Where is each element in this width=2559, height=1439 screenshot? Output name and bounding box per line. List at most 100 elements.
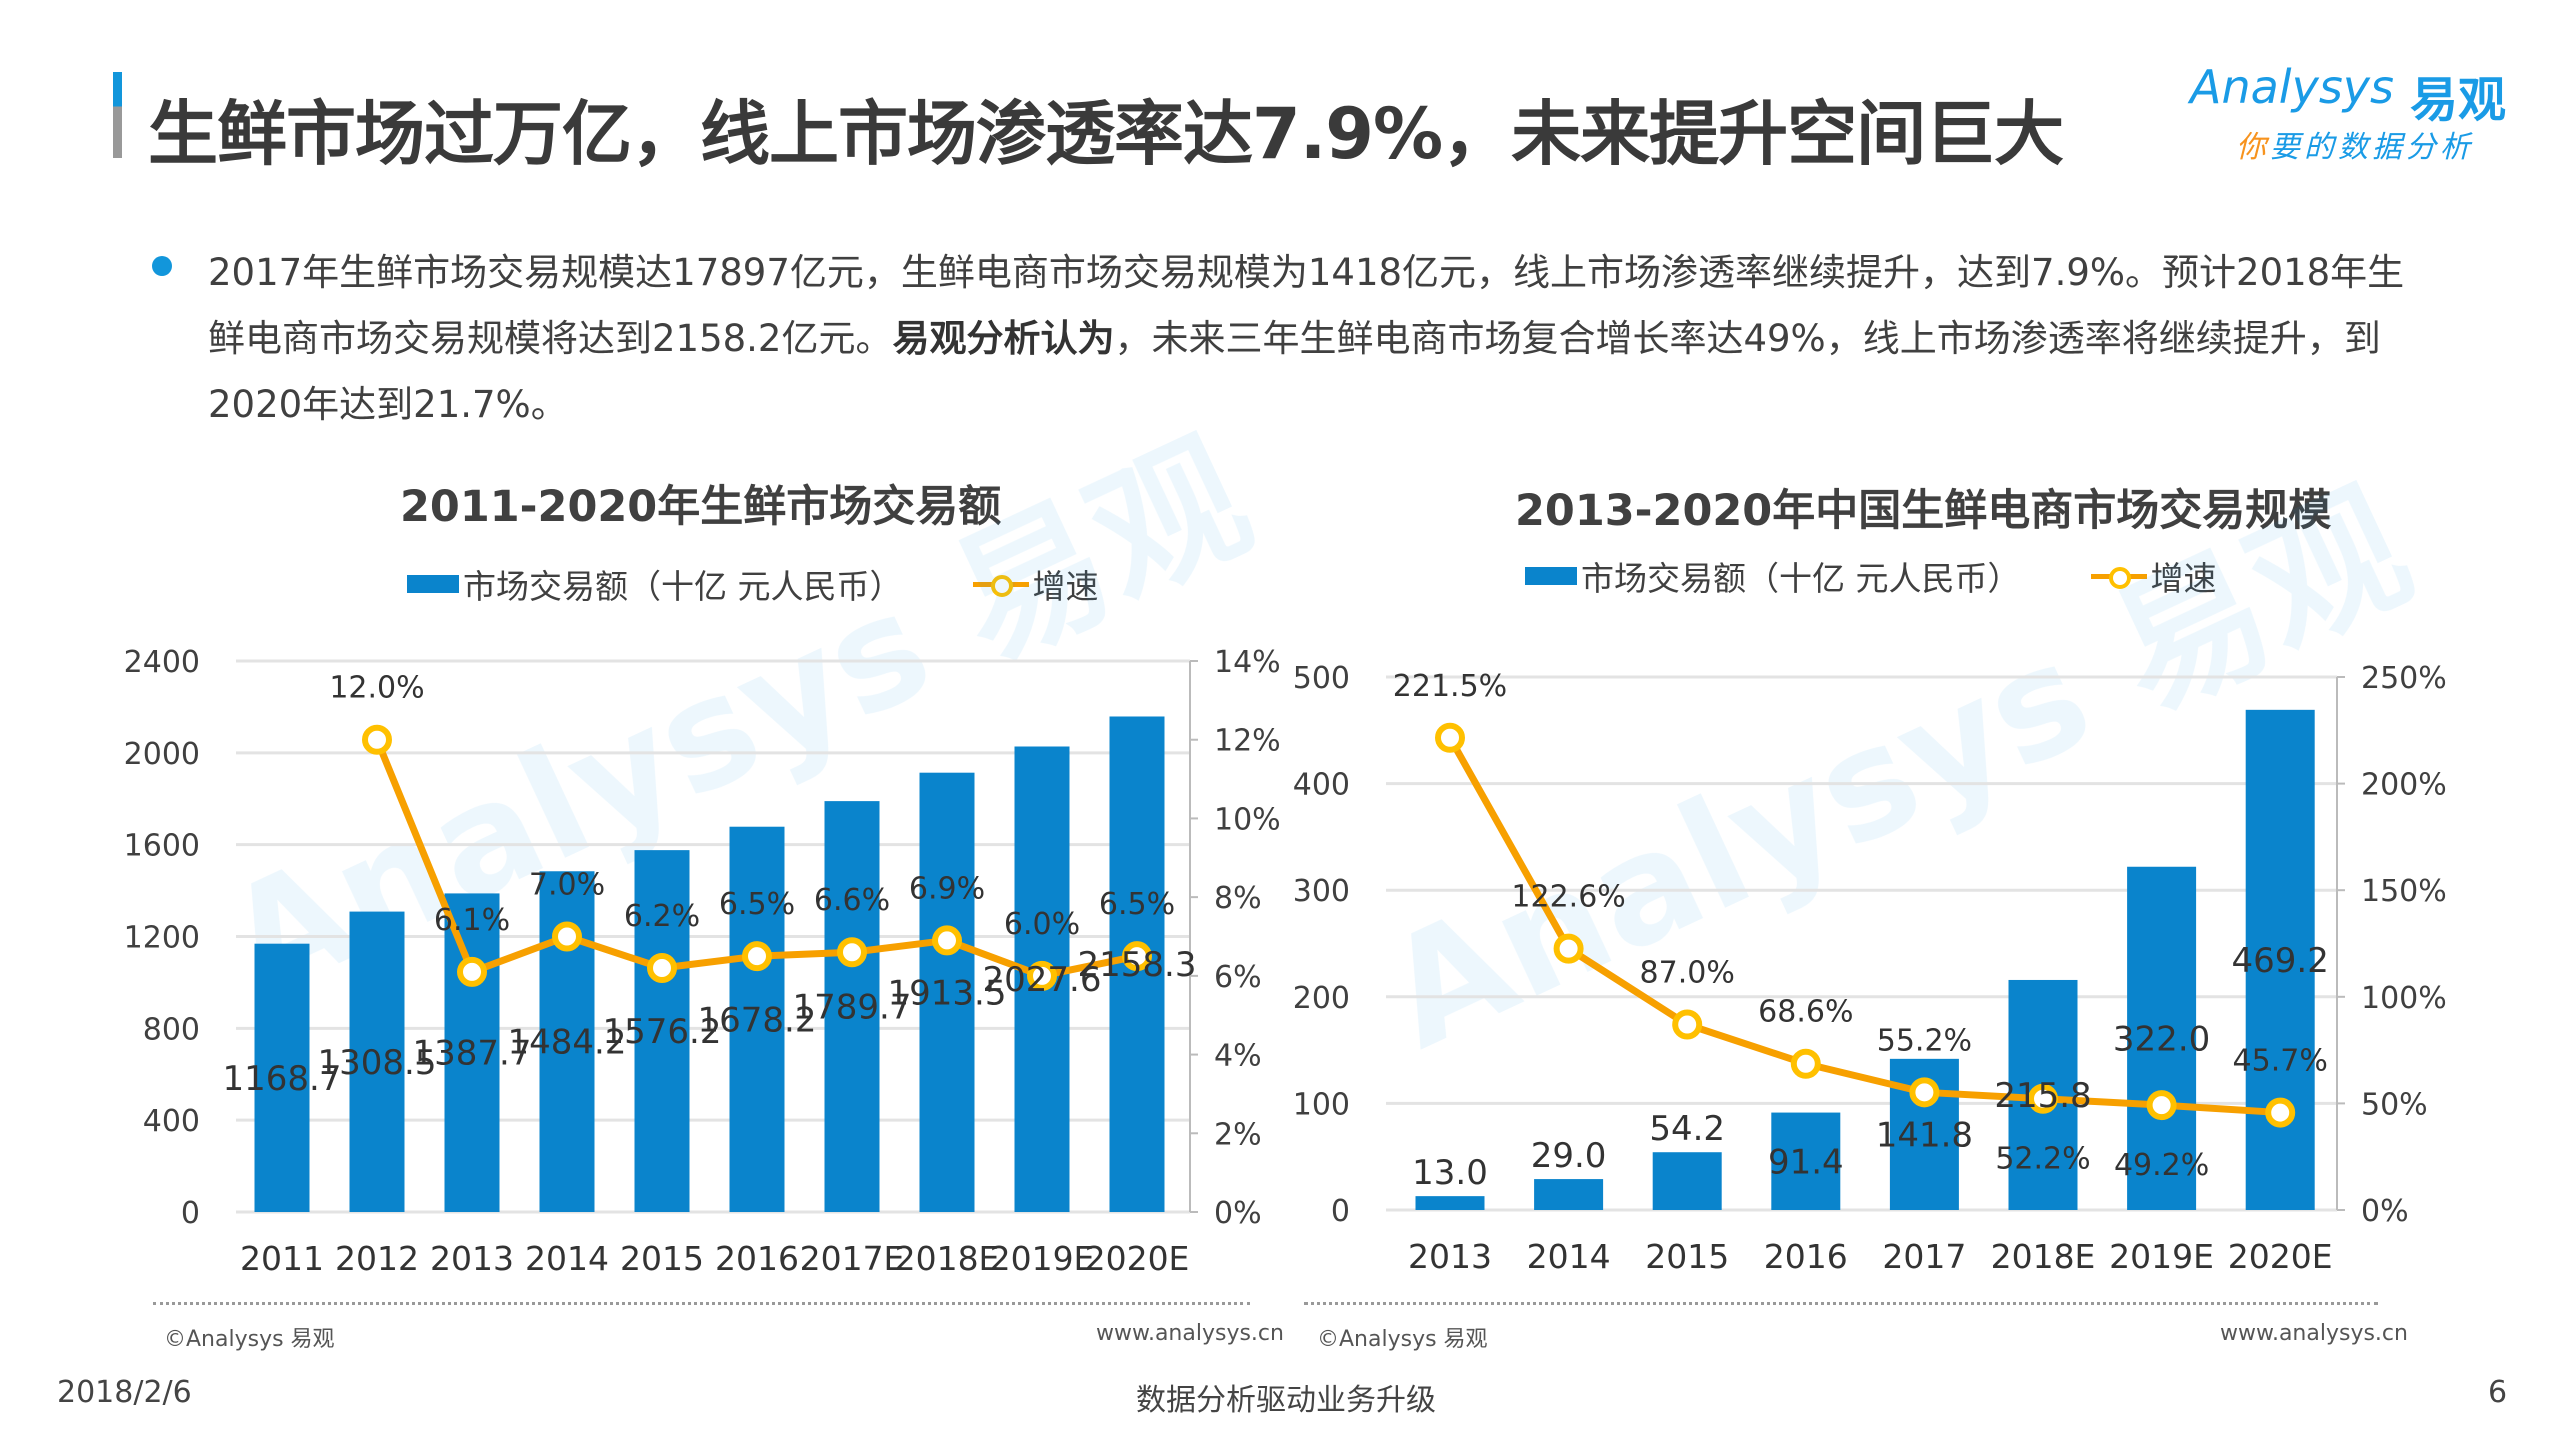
bar-value-label: 91.4 (1768, 1142, 1844, 1182)
bar-value-label: 1678.2 (698, 1000, 817, 1040)
y-tick-label: 800 (143, 1012, 200, 1047)
y2-tick-label: 12% (1214, 724, 1281, 759)
growth-marker (1027, 960, 1057, 991)
logo-slogan: 你要的数据分析 (2236, 130, 2474, 165)
bar-value-label: 1789.7 (793, 988, 912, 1028)
y-tick-label: 400 (143, 1104, 200, 1139)
x-tick-label: 2019E (990, 1239, 1095, 1278)
bar (2127, 866, 2197, 1210)
chart1-source: ©Analysys 易观 (164, 1327, 335, 1352)
chart2-source-url: www.analysys.cn (2220, 1321, 2408, 1346)
growth-marker (742, 941, 772, 972)
summary-paragraph: 2017年生鲜市场交易规模达17897亿元，生鲜电商市场交易规模为1418亿元，… (208, 251, 2405, 426)
bar (729, 826, 785, 1212)
logo-text-en: Analysys (2190, 60, 2394, 114)
growth-value-label: 52.2% (1995, 1142, 2090, 1177)
x-tick-label: 2020E (1085, 1239, 1190, 1278)
growth-value-label: 49.2% (2114, 1148, 2209, 1183)
y-tick-label: 0 (1331, 1194, 1350, 1229)
bar (444, 893, 500, 1212)
footer-slogan: 数据分析驱动业务升级 (1136, 1383, 1436, 1418)
x-tick-label: 2016 (715, 1239, 799, 1278)
legend-line-swatch (972, 571, 1029, 597)
legend-bar-swatch (1525, 567, 1577, 585)
bar-value-label: 1576.2 (603, 1012, 722, 1052)
y2-tick-label: 200% (2361, 768, 2447, 803)
y2-tick-label: 0% (2361, 1194, 2409, 1229)
growth-marker (2265, 1097, 2296, 1128)
legend-line-label: 增速 (1032, 567, 1099, 606)
x-tick-label: 2013 (1408, 1237, 1492, 1276)
chart2-divider (1304, 1302, 2378, 1305)
bar-value-label: 2027.6 (983, 960, 1102, 1000)
growth-value-label: 6.5% (719, 887, 795, 922)
chart2-source: ©Analysys 易观 (1317, 1327, 1488, 1352)
bar (824, 801, 880, 1212)
bar-value-label: 141.8 (1876, 1115, 1973, 1155)
y-tick-label: 1600 (124, 829, 200, 864)
bar-value-label: 469.2 (2232, 941, 2329, 981)
growth-value-label: 6.5% (1099, 887, 1175, 922)
y2-tick-label: 10% (1214, 802, 1281, 837)
bar (1534, 1179, 1604, 1210)
bar-value-label: 322.0 (2113, 1019, 2210, 1059)
growth-value-label: 6.0% (1004, 907, 1080, 942)
bar (349, 911, 405, 1212)
chart1-legend: 市场交易额（十亿 元人民币） 增速 (407, 560, 1099, 608)
bar (634, 850, 690, 1212)
x-tick-label: 2015 (1645, 1237, 1729, 1276)
bar-value-label: 1168.7 (223, 1059, 342, 1099)
y2-tick-label: 100% (2361, 981, 2447, 1016)
bullet-icon (152, 256, 172, 276)
growth-marker (2028, 1083, 2058, 1114)
y-tick-label: 2000 (124, 737, 200, 772)
x-tick-label: 2011 (240, 1239, 324, 1278)
growth-value-label: 6.2% (624, 899, 700, 934)
page-number: 6 (2488, 1375, 2508, 1410)
y2-tick-label: 6% (1214, 960, 1262, 995)
chart1-title: 2011-2020年生鲜市场交易额 (400, 482, 1002, 532)
footer-date: 2018/2/6 (57, 1375, 192, 1410)
growth-marker (1909, 1077, 1940, 1108)
bar-value-label: 13.0 (1412, 1153, 1488, 1193)
title-accent-bar (113, 72, 122, 158)
bar-value-label: 1913.5 (888, 973, 1007, 1013)
legend-line-label: 增速 (2150, 559, 2217, 598)
legend-bar-swatch (407, 575, 459, 593)
y2-tick-label: 150% (2361, 874, 2447, 909)
y2-tick-label: 8% (1214, 881, 1262, 916)
growth-value-label: 6.6% (814, 883, 890, 918)
x-tick-label: 2014 (525, 1239, 609, 1278)
bar-value-label: 1308.5 (318, 1043, 437, 1083)
bar-value-label: 215.8 (1994, 1076, 2091, 1116)
y2-tick-label: 50% (2361, 1087, 2428, 1122)
bar (1771, 1112, 1841, 1210)
x-tick-label: 2014 (1527, 1237, 1611, 1276)
chart1-divider (153, 1302, 1250, 1305)
growth-value-label: 7.0% (529, 868, 605, 903)
growth-value-label: 6.1% (434, 903, 510, 938)
growth-marker (1435, 722, 1465, 753)
y2-tick-label: 2% (1214, 1117, 1262, 1152)
growth-value-label: 87.0% (1640, 956, 1735, 991)
bar-value-label: 1484.2 (508, 1023, 627, 1063)
y2-tick-label: 4% (1214, 1039, 1262, 1074)
page-title: 生鲜市场过万亿，线上市场渗透率达7.9%，未来提升空间巨大 (148, 93, 2064, 175)
y-tick-label: 400 (1293, 768, 1350, 803)
y2-tick-label: 14% (1214, 645, 1281, 680)
chart1-source-url: www.analysys.cn (1096, 1321, 1284, 1346)
x-tick-label: 2018E (1991, 1237, 2096, 1276)
bar-value-label: 54.2 (1649, 1109, 1725, 1149)
x-tick-label: 2017E (800, 1239, 905, 1278)
growth-value-label: 68.6% (1758, 995, 1853, 1030)
bar (1652, 1152, 1722, 1210)
bar-value-label: 2158.3 (1078, 945, 1197, 985)
logo-text-cn: 易观 (2410, 72, 2507, 128)
growth-marker (932, 925, 962, 956)
legend-bar-label: 市场交易额（十亿 元人民币） (1581, 559, 2021, 598)
growth-value-label: 6.9% (909, 871, 985, 906)
growth-marker (2146, 1090, 2177, 1121)
legend-bar-label: 市场交易额（十亿 元人民币） (463, 567, 903, 606)
growth-marker (1122, 941, 1152, 972)
